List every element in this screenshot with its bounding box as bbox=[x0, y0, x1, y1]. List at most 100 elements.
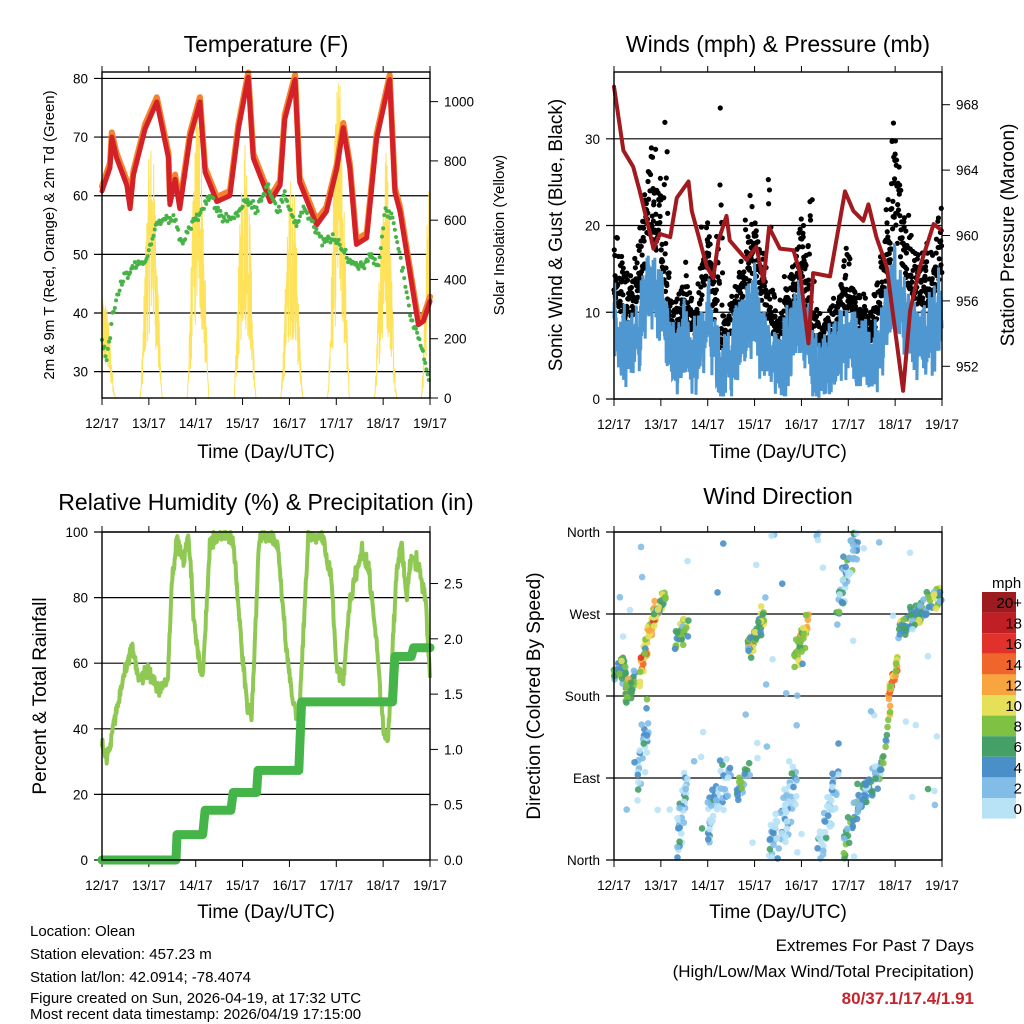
gust-point bbox=[647, 171, 654, 178]
gust-point bbox=[887, 257, 893, 263]
dewpoint-point bbox=[281, 193, 286, 198]
temperature-title: Temperature (F) bbox=[184, 31, 349, 57]
gust-point bbox=[738, 258, 744, 264]
speed-legend: mph 20+ 18 16 14 12 10 8 6 4 2 0 bbox=[982, 575, 1022, 819]
direction-point bbox=[889, 612, 897, 619]
direction-point bbox=[674, 814, 681, 822]
gust-point bbox=[906, 212, 912, 218]
direction-point bbox=[757, 603, 765, 610]
direction-point bbox=[697, 753, 705, 761]
dewpoint-point bbox=[285, 199, 290, 204]
dewpoint-point bbox=[336, 237, 341, 242]
direction-point bbox=[774, 855, 781, 862]
x-tick-label: 17/17 bbox=[831, 878, 865, 893]
direction-point bbox=[793, 722, 800, 729]
gust-point bbox=[649, 154, 656, 160]
gust-point bbox=[914, 256, 920, 262]
direction-point bbox=[829, 783, 836, 791]
x-tick-label: 19/17 bbox=[925, 878, 959, 893]
x-tick-label: 18/17 bbox=[878, 417, 912, 432]
direction-point bbox=[839, 576, 847, 583]
direction-point bbox=[836, 591, 843, 598]
direction-point bbox=[753, 739, 761, 747]
dewpoint-point bbox=[389, 211, 394, 216]
direction-point bbox=[636, 747, 644, 754]
direction-point bbox=[616, 670, 623, 678]
gust-point bbox=[841, 263, 847, 269]
gust-point bbox=[663, 240, 669, 247]
dewpoint-point bbox=[267, 189, 272, 194]
dewpoint-point bbox=[361, 262, 366, 267]
direction-point bbox=[884, 716, 892, 724]
direction-point bbox=[674, 843, 681, 851]
gust-point bbox=[632, 265, 638, 271]
gust-point bbox=[767, 304, 773, 310]
y-tick-label: South bbox=[565, 689, 600, 704]
y-tick-label: 50 bbox=[73, 247, 88, 262]
direction-point bbox=[782, 838, 789, 846]
direction-point bbox=[619, 633, 627, 640]
gust-point bbox=[641, 238, 647, 244]
direction-point bbox=[821, 828, 829, 836]
legend-swatch bbox=[982, 798, 1016, 819]
y-tick-label: 80 bbox=[73, 591, 88, 606]
x-tick-label: 17/17 bbox=[319, 416, 353, 431]
direction-point bbox=[775, 845, 783, 852]
direction-point bbox=[621, 663, 629, 671]
gust-point bbox=[650, 218, 656, 224]
gust-point bbox=[908, 274, 915, 280]
direction-point bbox=[791, 652, 798, 659]
direction-point bbox=[799, 660, 806, 668]
dewpoint-point bbox=[176, 227, 181, 232]
direction-point bbox=[782, 689, 790, 697]
gust-point bbox=[674, 296, 680, 302]
direction-point bbox=[714, 589, 721, 596]
gust-point bbox=[617, 298, 623, 304]
direction-point bbox=[900, 616, 908, 623]
dewpoint-point bbox=[224, 211, 229, 216]
dewpoint-point bbox=[109, 321, 114, 326]
direction-point bbox=[741, 766, 749, 773]
gust-point bbox=[769, 287, 776, 293]
legend-label: 20+ bbox=[997, 595, 1023, 612]
x-tick-label: 14/17 bbox=[179, 878, 213, 893]
direction-point bbox=[676, 838, 683, 846]
gust-point bbox=[698, 224, 705, 230]
precip-series bbox=[97, 643, 435, 865]
gust-point bbox=[903, 228, 909, 234]
dewpoint-point bbox=[379, 234, 384, 239]
direction-point bbox=[932, 605, 940, 612]
direction-point bbox=[637, 654, 645, 661]
x-tick-label: 17/17 bbox=[831, 417, 865, 432]
right-tick-label: 200 bbox=[444, 332, 467, 347]
gust-point bbox=[742, 227, 749, 233]
gust-point bbox=[852, 289, 858, 296]
gust-point bbox=[895, 207, 902, 213]
direction-point bbox=[676, 804, 683, 812]
direction-point bbox=[793, 776, 801, 784]
dewpoint-point bbox=[425, 372, 430, 377]
x-tick-label: 15/17 bbox=[226, 416, 260, 431]
gust-point bbox=[893, 157, 900, 163]
direction-point bbox=[815, 833, 823, 841]
gust-point bbox=[755, 239, 761, 245]
direction-point bbox=[757, 629, 764, 636]
gust-point bbox=[899, 235, 905, 241]
plot-border bbox=[101, 71, 431, 399]
dewpoint-point bbox=[196, 218, 201, 223]
gust-point bbox=[745, 234, 751, 240]
direction-point bbox=[738, 784, 746, 792]
dewpoint-point bbox=[294, 223, 299, 228]
gust-point bbox=[807, 217, 814, 223]
direction-point bbox=[853, 815, 861, 823]
gust-point bbox=[771, 294, 778, 300]
direction-point bbox=[724, 792, 732, 800]
gust-point bbox=[632, 255, 638, 262]
gust-point bbox=[897, 213, 903, 219]
dewpoint-point bbox=[204, 201, 209, 206]
gust-point bbox=[901, 224, 907, 230]
right-tick-label: 800 bbox=[444, 154, 467, 169]
dewpoint-point bbox=[104, 358, 109, 363]
direction-point bbox=[814, 536, 822, 544]
dewpoint-point bbox=[424, 367, 429, 372]
